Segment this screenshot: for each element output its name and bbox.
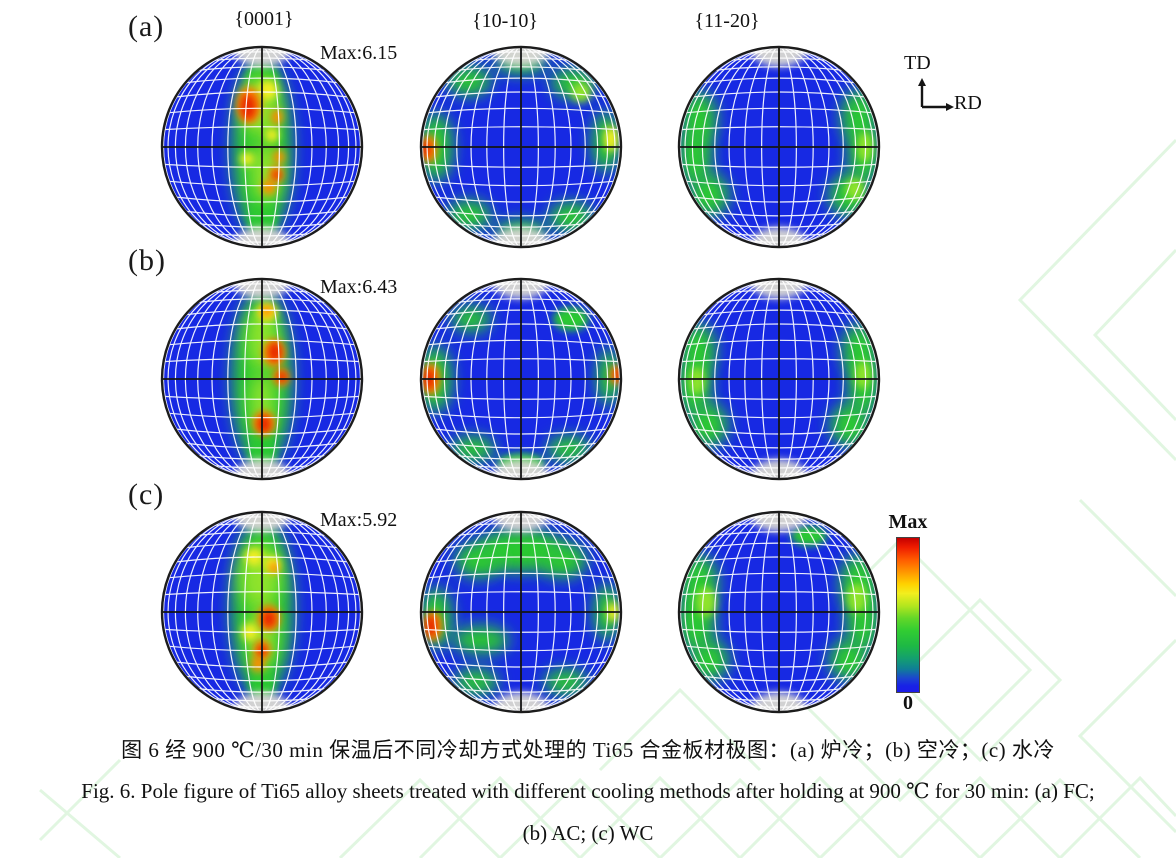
column-header-11-20: {11-20} (694, 10, 760, 32)
max-label-c: Max:5.92 (320, 509, 398, 531)
column-header-0001: {0001} (234, 8, 294, 30)
caption-chinese: 图 6 经 900 ℃/30 min 保温后不同冷却方式处理的 Ti65 合金板… (121, 738, 1055, 762)
colorbar-zero-label: 0 (903, 692, 913, 714)
column-header-10-10: {10-10} (472, 10, 538, 32)
colorbar-gradient (896, 537, 920, 693)
pole-figure-a-1120 (677, 45, 881, 249)
row-label-b: (b) (128, 244, 166, 277)
pole-figure-a-1010 (419, 45, 623, 249)
row-label-c: (c) (128, 478, 165, 511)
colorbar-max-label: Max (888, 511, 928, 533)
rd-axis-label: RD (954, 92, 982, 114)
direction-arrows-icon (918, 78, 954, 111)
pole-figure-b-0001 (160, 277, 364, 481)
pole-figure-b-1120 (677, 277, 881, 481)
pole-figure-c-1010 (419, 510, 623, 714)
pole-figure-a-0001 (160, 45, 364, 249)
pole-figure-c-1120 (677, 510, 881, 714)
max-label-b: Max:6.43 (320, 276, 398, 298)
row-label-a: (a) (128, 10, 165, 43)
pole-figure-c-0001 (160, 510, 364, 714)
caption-english-line2: (b) AC; (c) WC (522, 821, 654, 845)
pole-figure-b-1010 (419, 277, 623, 481)
td-axis-label: TD (904, 52, 931, 74)
caption-english-line1: Fig. 6. Pole figure of Ti65 alloy sheets… (81, 779, 1095, 803)
max-label-a: Max:6.15 (320, 42, 398, 64)
